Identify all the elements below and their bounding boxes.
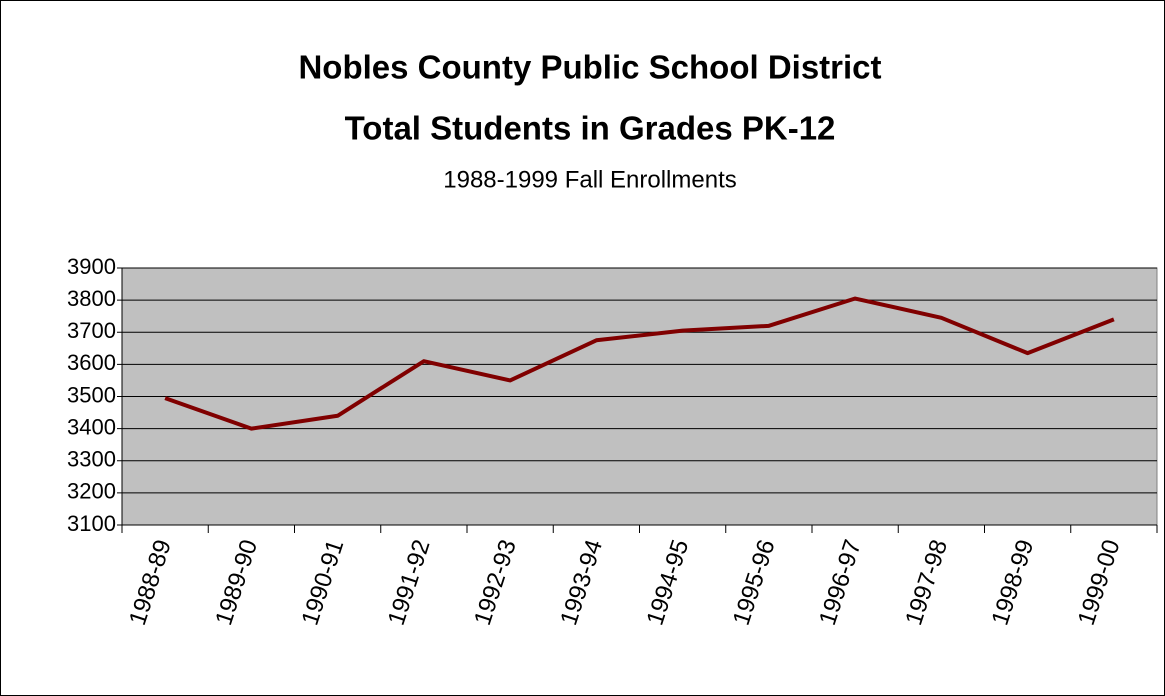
y-tick-label: 3500 [67,382,116,407]
chart-subtitle: 1988-1999 Fall Enrollments [443,166,737,193]
chart-title: Nobles County Public School District [298,49,881,86]
y-tick-label: 3200 [67,479,116,504]
y-tick-label: 3100 [67,511,116,536]
y-tick-label: 3400 [67,414,116,439]
chart-title: Total Students in Grades PK-12 [345,110,836,147]
y-tick-label: 3300 [67,447,116,472]
y-tick-label: 3600 [67,350,116,375]
data-line [164,296,1115,431]
y-tick-label: 3700 [67,318,116,343]
y-tick-label: 3900 [67,254,116,279]
y-tick-label: 3800 [67,286,116,311]
